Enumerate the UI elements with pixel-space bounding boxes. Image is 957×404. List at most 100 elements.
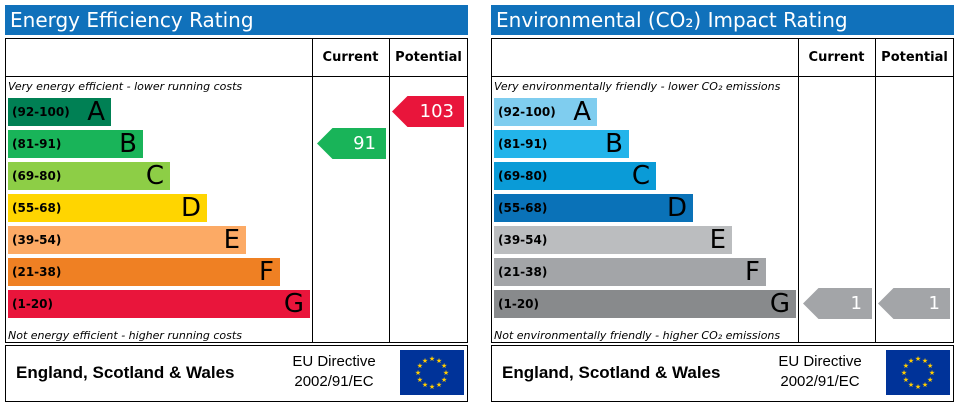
svg-text:★: ★ xyxy=(422,381,428,389)
rating-band-b: (81-91) B xyxy=(494,129,629,159)
current-rating-arrow-shape xyxy=(317,128,386,159)
eu-flag-icon: ★ ★ ★ ★ ★ ★ ★ ★ ★ ★ ★ ★ xyxy=(400,350,464,395)
band-range-label: (39-54) xyxy=(498,233,548,247)
current-rating-value: 1 xyxy=(850,293,862,314)
band-range-label: (81-91) xyxy=(12,137,62,151)
potential-rating-arrow: 103 xyxy=(392,96,464,127)
band-letter: F xyxy=(745,257,760,287)
column-divider xyxy=(389,38,390,343)
svg-text:★: ★ xyxy=(436,357,442,365)
svg-text:★: ★ xyxy=(908,357,914,365)
column-divider xyxy=(312,38,313,343)
eu-flag-icon: ★ ★ ★ ★ ★ ★ ★ ★ ★ ★ ★ ★ xyxy=(886,350,950,395)
svg-text:★: ★ xyxy=(436,381,442,389)
rating-table xyxy=(5,38,468,343)
rating-band-a: (92-100) A xyxy=(494,97,597,127)
rating-band-c: (69-80) C xyxy=(8,161,170,191)
rating-band-g: (1-20) G xyxy=(8,289,310,319)
potential-column-header: Potential xyxy=(395,50,462,65)
footer-bar: England, Scotland & Wales EU Directive 200… xyxy=(5,345,468,402)
band-range-label: (1-20) xyxy=(12,297,53,311)
eu-directive: EU Directive 2002/91/EC xyxy=(279,352,389,392)
svg-text:★: ★ xyxy=(922,357,928,365)
top-note: Very energy efficient - lower running co… xyxy=(8,80,243,93)
header-divider xyxy=(491,76,954,77)
region-label: England, Scotland & Wales xyxy=(502,363,721,382)
band-range-label: (69-80) xyxy=(12,169,62,183)
band-letter: E xyxy=(709,225,726,255)
svg-text:★: ★ xyxy=(915,383,921,391)
rating-band-g: (1-20) G xyxy=(494,289,796,319)
directive-line-2: 2002/91/EC xyxy=(780,373,860,390)
eu-directive: EU Directive 2002/91/EC xyxy=(765,352,875,392)
svg-text:★: ★ xyxy=(429,383,435,391)
band-letter: A xyxy=(573,97,591,127)
svg-text:★: ★ xyxy=(422,357,428,365)
band-range-label: (21-38) xyxy=(498,265,548,279)
band-letter: D xyxy=(666,193,687,223)
band-range-label: (92-100) xyxy=(12,105,70,119)
svg-text:★: ★ xyxy=(441,362,447,370)
svg-text:★: ★ xyxy=(443,369,449,377)
svg-text:★: ★ xyxy=(441,376,447,384)
band-letter: B xyxy=(119,129,137,159)
header-divider xyxy=(5,76,468,77)
footer-bar: England, Scotland & Wales EU Directive 200… xyxy=(491,345,954,402)
potential-rating-value: 1 xyxy=(928,293,940,314)
current-column-header: Current xyxy=(322,50,379,65)
potential-rating-arrow-shape xyxy=(392,96,464,127)
band-letter: G xyxy=(283,289,304,319)
svg-text:★: ★ xyxy=(903,376,909,384)
bottom-note: Not environmentally friendly - higher CO… xyxy=(494,329,781,342)
band-letter: D xyxy=(180,193,201,223)
rating-band-c: (69-80) C xyxy=(494,161,656,191)
environmental-impact-panel: Environmental (CO₂) Impact Rating Current… xyxy=(491,0,954,404)
current-rating-arrow: 1 xyxy=(803,288,872,319)
svg-text:★: ★ xyxy=(903,362,909,370)
chart-title: Energy Efficiency Rating xyxy=(5,5,468,35)
band-letter: G xyxy=(769,289,790,319)
band-range-label: (39-54) xyxy=(12,233,62,247)
band-range-label: (81-91) xyxy=(498,137,548,151)
rating-band-d: (55-68) D xyxy=(494,193,693,223)
bottom-note: Not energy efficient - higher running co… xyxy=(8,329,242,342)
band-range-label: (92-100) xyxy=(498,105,556,119)
svg-text:★: ★ xyxy=(908,381,914,389)
svg-text:★: ★ xyxy=(927,376,933,384)
svg-text:★: ★ xyxy=(929,369,935,377)
band-letter: A xyxy=(87,97,105,127)
svg-text:★: ★ xyxy=(915,355,921,363)
band-letter: E xyxy=(223,225,240,255)
potential-rating-arrow-shape xyxy=(878,288,950,319)
current-column-header: Current xyxy=(808,50,865,65)
potential-column-header: Potential xyxy=(881,50,948,65)
svg-text:★: ★ xyxy=(415,369,421,377)
rating-band-f: (21-38) F xyxy=(494,257,766,287)
band-letter: C xyxy=(631,161,650,191)
potential-rating-value: 103 xyxy=(419,101,454,122)
top-note: Very environmentally friendly - lower CO… xyxy=(494,80,781,93)
column-divider xyxy=(798,38,799,343)
svg-text:★: ★ xyxy=(417,376,423,384)
band-range-label: (55-68) xyxy=(498,201,548,215)
band-range-label: (55-68) xyxy=(12,201,62,215)
directive-line-1: EU Directive xyxy=(292,353,376,370)
directive-line-2: 2002/91/EC xyxy=(294,373,374,390)
region-label: England, Scotland & Wales xyxy=(16,363,235,382)
chart-title: Environmental (CO₂) Impact Rating xyxy=(491,5,954,35)
current-rating-value: 91 xyxy=(353,133,376,154)
band-range-label: (21-38) xyxy=(12,265,62,279)
rating-band-a: (92-100) A xyxy=(8,97,111,127)
rating-table xyxy=(491,38,954,343)
current-rating-arrow: 91 xyxy=(317,128,386,159)
band-letter: B xyxy=(605,129,623,159)
band-letter: F xyxy=(259,257,274,287)
rating-band-e: (39-54) E xyxy=(494,225,732,255)
rating-band-d: (55-68) D xyxy=(8,193,207,223)
band-range-label: (69-80) xyxy=(498,169,548,183)
band-letter: C xyxy=(145,161,164,191)
rating-band-f: (21-38) F xyxy=(8,257,280,287)
svg-text:★: ★ xyxy=(922,381,928,389)
svg-text:★: ★ xyxy=(901,369,907,377)
potential-rating-arrow: 1 xyxy=(878,288,950,319)
